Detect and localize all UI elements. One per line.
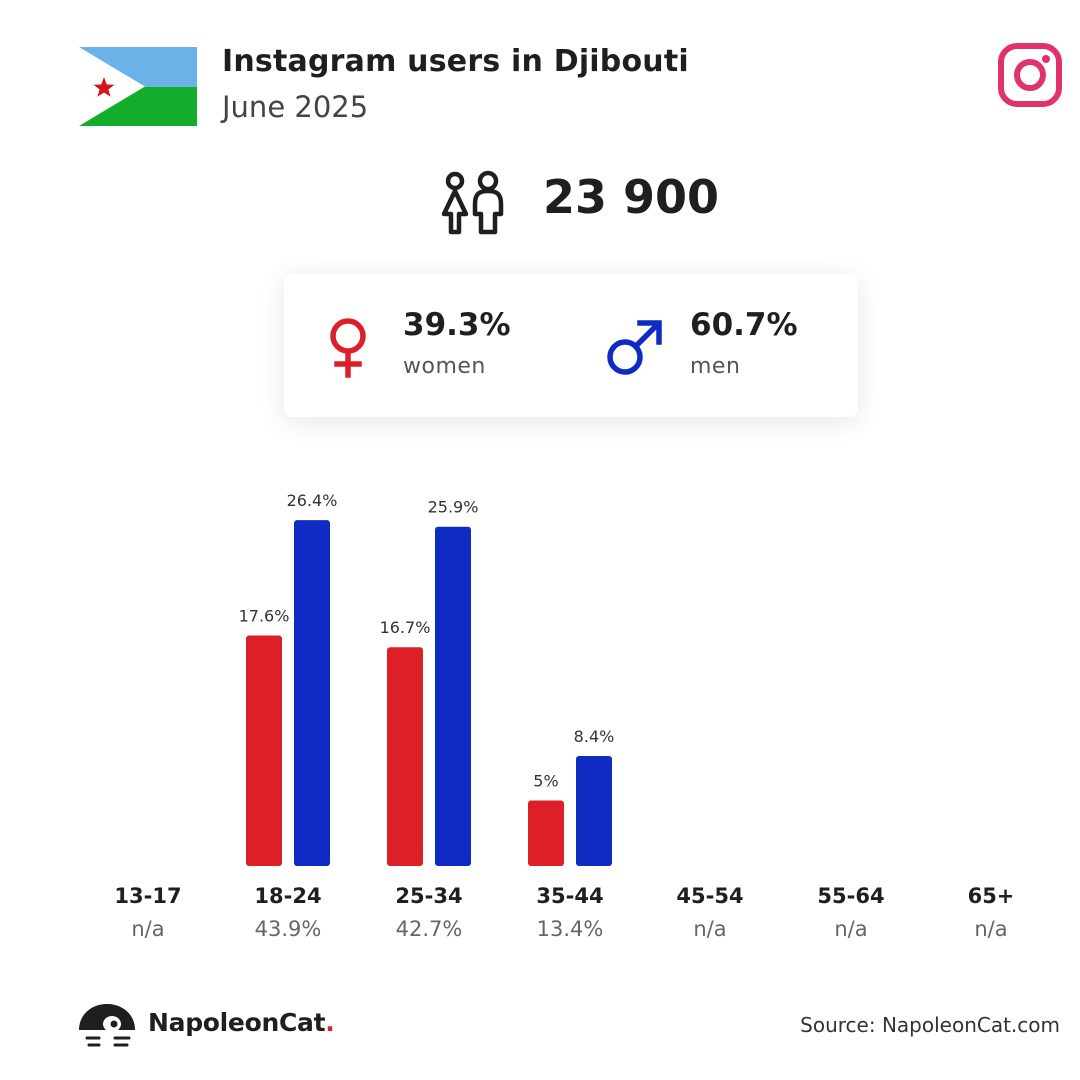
- age-group-label: 18-24: [254, 884, 322, 908]
- age-group-total: n/a: [131, 917, 165, 941]
- data-label-women-35-44: 5%: [533, 772, 558, 791]
- age-group-total: n/a: [693, 917, 727, 941]
- age-group-label: 65+: [967, 884, 1015, 908]
- women-label: women: [403, 354, 486, 379]
- age-group-label: 25-34: [395, 884, 463, 908]
- total-users: 23 900: [543, 170, 720, 224]
- napoleoncat-logo-icon: [79, 1004, 135, 1047]
- female-icon: [330, 318, 366, 378]
- data-label-men-25-34: 25.9%: [428, 498, 479, 517]
- data-label-men-18-24: 26.4%: [287, 491, 338, 510]
- men-label: men: [690, 354, 741, 379]
- bar-women-18-24: [246, 635, 282, 866]
- gender-split-card: 39.3% women 60.7% men: [284, 274, 858, 417]
- age-group-total: n/a: [834, 917, 868, 941]
- bar-men-18-24: [294, 520, 330, 866]
- bar-men-25-34: [435, 526, 471, 866]
- bar-men-35-44: [576, 755, 612, 866]
- brand-name: NapoleonCat.: [148, 1008, 335, 1037]
- source-text: Source: NapoleonCat.com: [800, 1013, 1060, 1037]
- age-group-total: 43.9%: [254, 917, 322, 941]
- page-title: Instagram users in Djibouti: [222, 44, 689, 79]
- age-group-total: 13.4%: [536, 917, 604, 941]
- age-group-label: 45-54: [676, 884, 744, 908]
- data-label-men-35-44: 8.4%: [574, 727, 615, 746]
- bar-women-25-34: [387, 647, 423, 866]
- male-icon: [607, 320, 662, 375]
- bar-women-35-44: [528, 800, 564, 866]
- age-group-label: 13-17: [114, 884, 182, 908]
- age-group-total: n/a: [974, 917, 1008, 941]
- age-gender-bar-chart: 17.6% 26.4% 16.7% 25.9% 5% 8.4%: [239, 491, 615, 866]
- women-percentage: 39.3%: [403, 307, 511, 343]
- instagram-icon: [998, 43, 1062, 107]
- age-group-label: 35-44: [536, 884, 604, 908]
- men-percentage: 60.7%: [690, 307, 798, 343]
- age-group-label: 55-64: [817, 884, 885, 908]
- users-icon: [441, 170, 504, 235]
- page-subtitle: June 2025: [222, 90, 369, 124]
- data-label-women-18-24: 17.6%: [239, 606, 290, 625]
- djibouti-flag: [79, 47, 197, 126]
- data-label-women-25-34: 16.7%: [380, 618, 431, 637]
- age-group-total: 42.7%: [395, 917, 463, 941]
